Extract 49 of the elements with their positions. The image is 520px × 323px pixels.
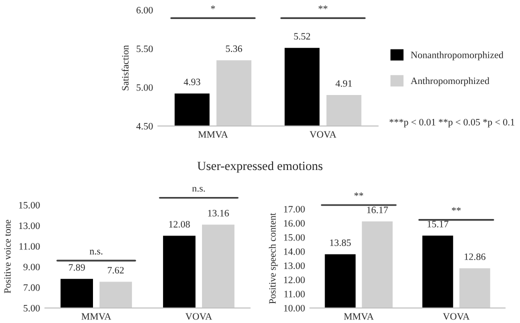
data-label: 4.91 xyxy=(336,80,352,87)
data-label: 16.17 xyxy=(367,206,388,214)
y-tick-label: 7.00 xyxy=(24,284,40,291)
data-label: 12.86 xyxy=(464,253,486,260)
x-tick-label: MMVA xyxy=(198,131,228,138)
y-tick-label: 14.00 xyxy=(284,248,305,255)
annotation: n.s. xyxy=(90,250,102,255)
data-label: 5.36 xyxy=(226,45,242,52)
y-tick-label: 13.00 xyxy=(284,262,305,270)
y-tick-label: 5.00 xyxy=(24,304,40,312)
x-tick-label: MMVA xyxy=(344,313,374,320)
y-tick-label: 5.50 xyxy=(136,46,153,52)
y-tick-label: 12.00 xyxy=(284,276,305,284)
y-tick-label: 15.00 xyxy=(284,234,305,241)
legend-label: Nonanthropomorphized xyxy=(410,51,504,60)
annotation: ** xyxy=(452,207,461,211)
x-tick-label: VOVA xyxy=(310,131,336,138)
x-tick-label: MMVA xyxy=(81,313,112,320)
y-tick-label: 15.00 xyxy=(19,202,40,209)
data-label: 7.89 xyxy=(68,264,85,271)
data-label: 7.62 xyxy=(108,266,124,274)
y-tick-label: 5.00 xyxy=(136,84,153,91)
legend-label: Anthropomorphized xyxy=(410,77,490,86)
y-axis-title: Positive voice tone xyxy=(4,220,11,294)
text: ** xyxy=(318,6,328,10)
text: ** xyxy=(354,192,364,196)
y-tick-label: 6.00 xyxy=(136,6,153,14)
data-label: 12.08 xyxy=(169,220,190,228)
y-tick-label: 10.00 xyxy=(284,304,305,312)
x-tick-label: VOVA xyxy=(442,313,470,320)
y-tick-label: 17.00 xyxy=(284,206,305,213)
y-tick-label: 13.00 xyxy=(19,222,40,230)
y-tick-label: 16.00 xyxy=(284,220,305,227)
y-tick-label: 4.50 xyxy=(136,122,153,130)
data-label: 13.16 xyxy=(208,210,229,216)
y-tick-label: 9.00 xyxy=(23,264,40,270)
y-tick-label: 11.00 xyxy=(284,290,305,298)
y-axis-title: Satisfaction xyxy=(122,45,129,90)
chart-title: User-expressed emotions xyxy=(197,161,322,173)
x-tick-label: VOVA xyxy=(185,313,212,320)
y-axis-title: Positive speech content xyxy=(268,212,278,304)
y-tick-label: 11.00 xyxy=(19,243,40,250)
data-label: 4.93 xyxy=(184,78,200,86)
text: * xyxy=(211,6,215,10)
data-label: 15.17 xyxy=(428,220,448,228)
data-label: 5.52 xyxy=(294,33,310,40)
text: n.s. xyxy=(192,186,205,192)
data-label: 13.85 xyxy=(330,239,351,246)
text: ***p < 0.01 **p < 0.05 *p < 0.1 xyxy=(390,118,514,128)
